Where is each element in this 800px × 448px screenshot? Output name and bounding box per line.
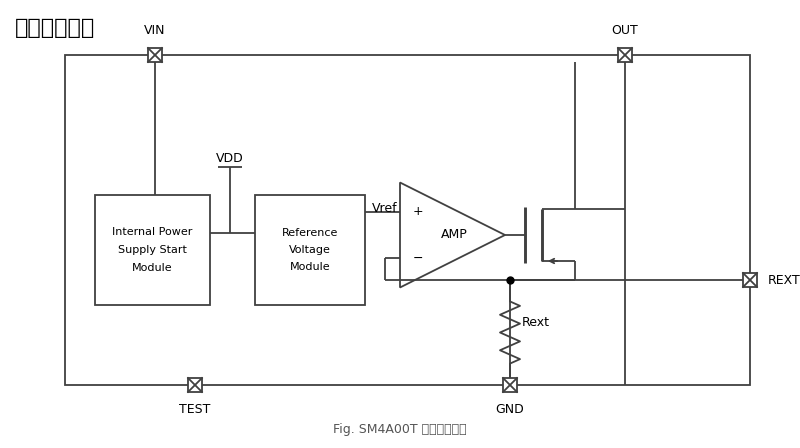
Bar <box>255 195 365 305</box>
Text: Reference: Reference <box>282 228 338 238</box>
Text: Rext: Rext <box>522 315 550 328</box>
Bar <box>503 378 517 392</box>
Text: −: − <box>413 252 423 265</box>
Text: Voltage: Voltage <box>289 245 331 255</box>
Text: OUT: OUT <box>612 24 638 37</box>
Text: VDD: VDD <box>216 152 244 165</box>
Text: VIN: VIN <box>144 24 166 37</box>
Bar <box>618 48 632 62</box>
Bar <box>188 378 202 392</box>
Text: REXT: REXT <box>768 273 800 287</box>
Bar <box>743 273 757 287</box>
Text: Module: Module <box>290 262 330 272</box>
Bar <box>65 55 750 385</box>
Text: Module: Module <box>132 263 173 273</box>
Text: GND: GND <box>496 403 524 416</box>
Text: +: + <box>413 205 423 218</box>
Bar <box>95 195 210 305</box>
Text: AMP: AMP <box>442 228 468 241</box>
Bar <box>148 48 162 62</box>
Text: Fig. SM4A00T 内部功能框图: Fig. SM4A00T 内部功能框图 <box>333 423 467 436</box>
Text: 内部功能框图: 内部功能框图 <box>15 18 95 38</box>
Text: Supply Start: Supply Start <box>118 245 187 255</box>
Text: Vref: Vref <box>372 202 398 215</box>
Text: TEST: TEST <box>179 403 210 416</box>
Text: Internal Power: Internal Power <box>112 227 193 237</box>
Polygon shape <box>400 182 505 288</box>
